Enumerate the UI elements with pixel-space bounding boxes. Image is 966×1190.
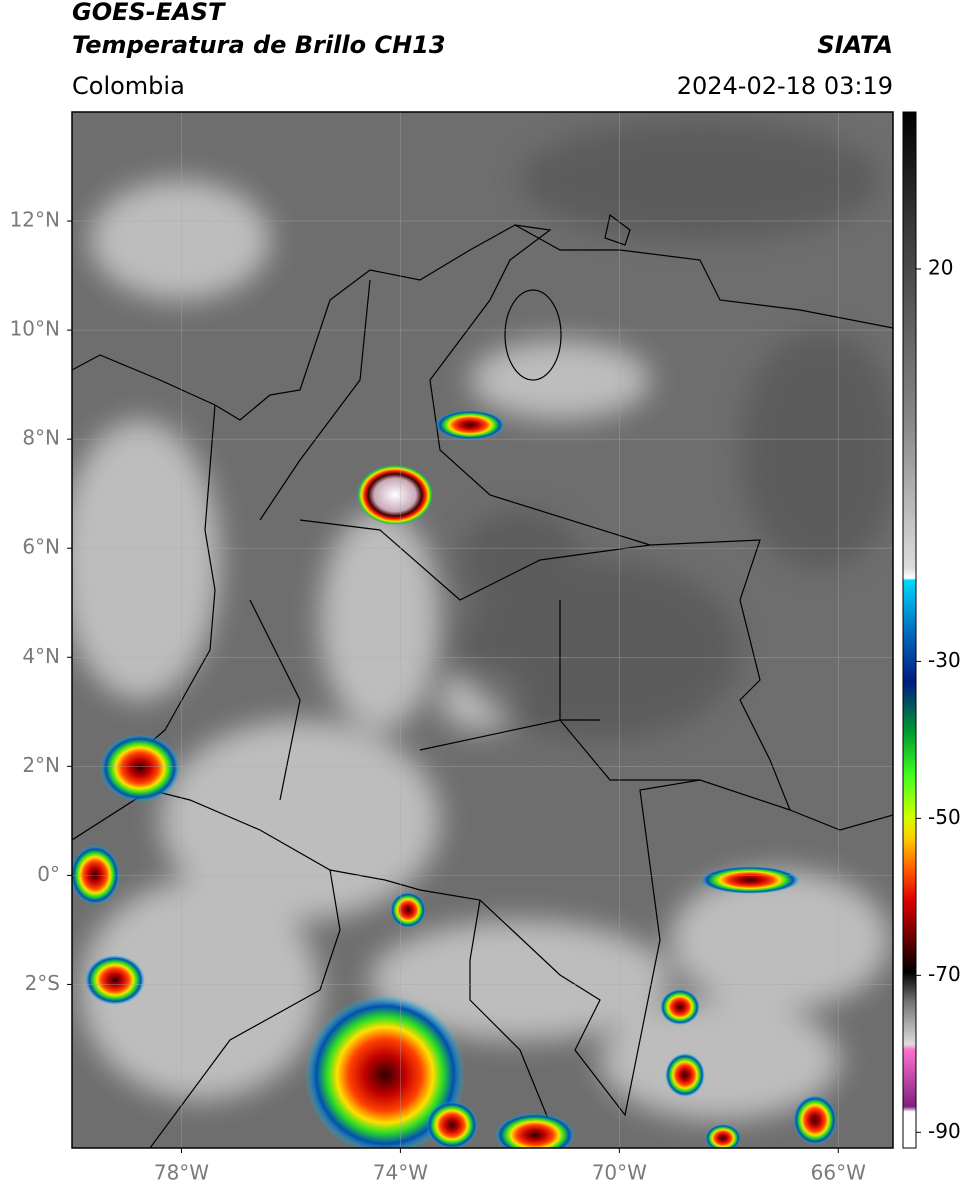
lat-tick-label: 6°N: [22, 535, 60, 559]
colorbar-tick-label: -30: [928, 648, 961, 672]
lon-tick-label: 74°W: [373, 1161, 428, 1185]
lon-tick-label: 78°W: [154, 1161, 209, 1185]
lat-tick-label: 8°N: [22, 426, 60, 450]
lat-tick-label: 12°N: [10, 208, 60, 232]
satellite-image: [72, 112, 893, 1148]
colorbar-tick-label: 20: [928, 255, 953, 279]
colorbar-tick-label: -50: [928, 805, 961, 829]
lon-tick-label: 70°W: [592, 1161, 647, 1185]
lon-tick-label: 66°W: [811, 1161, 866, 1185]
lat-tick-label: 2°N: [22, 753, 60, 777]
colorbar: [902, 111, 917, 1149]
datetime: 2024-02-18 03:19: [677, 72, 893, 100]
colorbar-tick-label: -70: [928, 962, 961, 986]
region: Colombia: [72, 72, 185, 100]
lat-tick-label: 0°: [37, 862, 60, 886]
map-frame: [71, 111, 894, 1149]
title: GOES-EAST: [72, 0, 226, 26]
colorbar-tick-label: -90: [928, 1119, 961, 1143]
lat-tick-label: 10°N: [10, 317, 60, 341]
lat-tick-label: 4°N: [22, 644, 60, 668]
source: SIATA: [817, 31, 893, 59]
lat-tick-label: 2°S: [25, 971, 60, 995]
subtitle: Temperatura de Brillo CH13: [72, 31, 446, 59]
